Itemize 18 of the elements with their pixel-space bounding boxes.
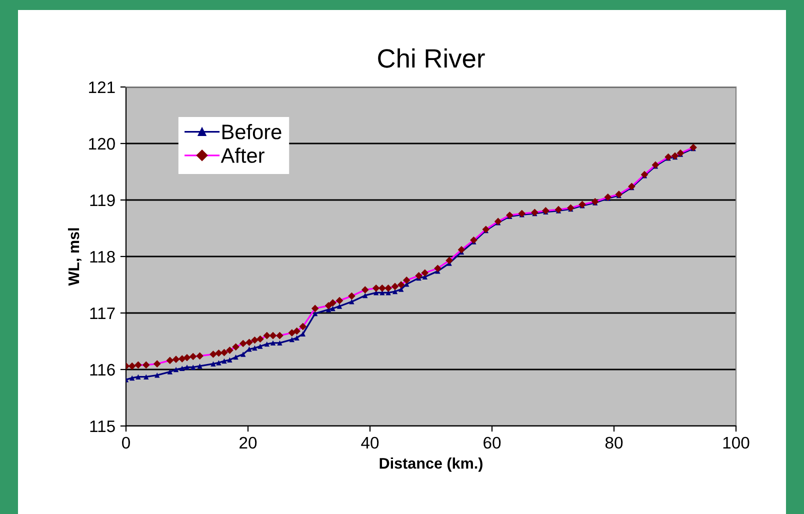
y-tick-label: 121 — [89, 81, 115, 94]
x-tick-label: 0 — [122, 436, 130, 449]
x-tick-label: 40 — [361, 436, 379, 449]
y-axis-title: WL, msl — [68, 228, 82, 286]
legend-label: Before — [222, 124, 282, 140]
y-tick-label: 117 — [90, 308, 115, 320]
y-tick-label: 116 — [90, 364, 115, 376]
y-tick-label: 115 — [90, 420, 115, 432]
x-tick-label: 80 — [605, 436, 623, 449]
x-tick-label: 20 — [240, 436, 257, 449]
x-tick-label: 100 — [723, 436, 750, 449]
chart-title: Chi River — [378, 48, 485, 68]
legend-label: After — [220, 148, 264, 163]
y-tick-label: 120 — [89, 138, 115, 150]
y-tick-label: 119 — [90, 194, 115, 206]
y-tick-label: 118 — [90, 250, 115, 263]
x-tick-label: 60 — [484, 436, 501, 449]
x-axis-title: Distance (km.) — [380, 458, 482, 472]
